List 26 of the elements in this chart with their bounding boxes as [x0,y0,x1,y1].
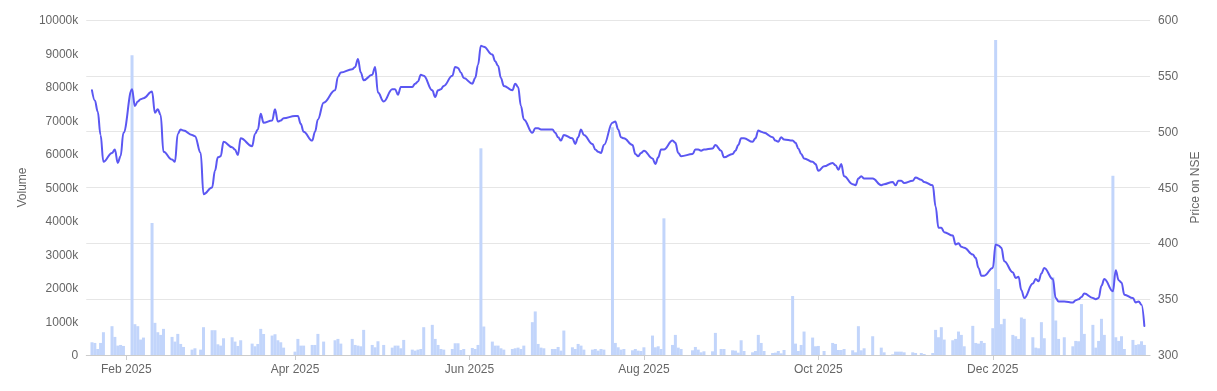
y2-tick-label: 450 [1158,180,1179,195]
x-tick-label: Dec 2025 [967,362,1019,376]
y-tick-label: 8000k [45,80,80,94]
y2-tick-label: 350 [1158,292,1179,307]
y2-tick-label: 550 [1158,68,1179,83]
y2-axis-title: Price on NSE [1188,151,1202,224]
y-tick-label: 9000k [45,46,80,61]
x-tick-label: Oct 2025 [794,362,844,376]
y-tick-label: 4000k [45,214,80,228]
y2-tick-label: 400 [1158,236,1179,251]
y-tick-label: 3000k [45,247,80,262]
x-tick-label: Aug 2025 [618,362,670,376]
x-tick-label: Jun 2025 [444,362,495,376]
y2-tick-label: 500 [1158,124,1179,139]
x-tick-label: Feb 2025 [100,362,152,376]
y-axis-title: Volume [15,167,29,208]
y-tick-label: 6000k [45,147,80,161]
y-tick-label: 0 [71,348,79,362]
y2-tick-label: 300 [1158,348,1179,362]
y2-tick-label: 600 [1158,13,1179,27]
y-tick-label: 7000k [45,113,80,128]
x-tick-label: Apr 2025 [270,362,320,376]
y-tick-label: 1000k [45,314,80,329]
y-tick-label: 5000k [45,180,80,195]
y-tick-label: 2000k [45,281,80,295]
y-tick-label: 10000k [38,13,80,27]
